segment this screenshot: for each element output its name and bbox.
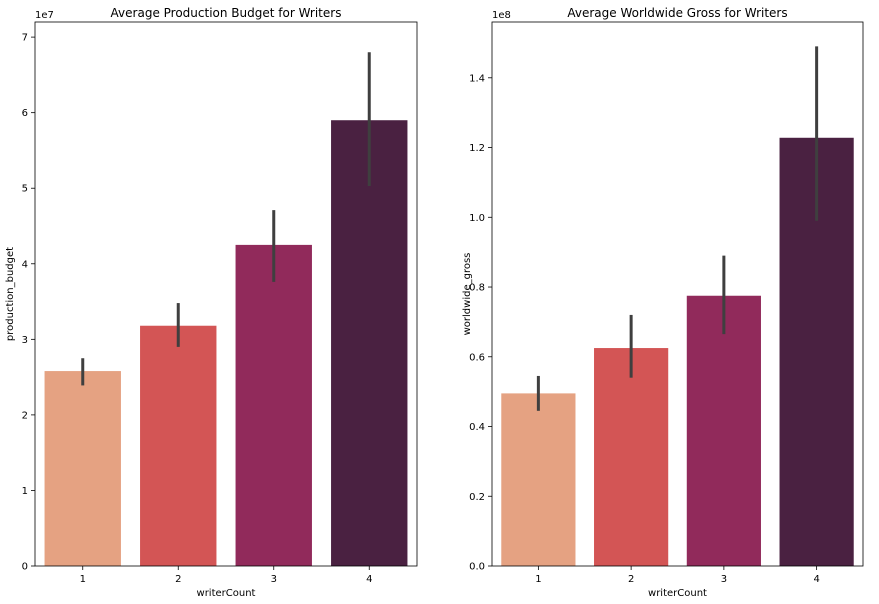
y-offset-label: 1e7 — [35, 10, 54, 21]
y-tick-label: 6 — [22, 108, 28, 119]
bar-2 — [594, 348, 669, 566]
y-axis-label: production_budget — [5, 247, 16, 341]
x-tick-label: 4 — [813, 574, 819, 585]
x-tick-label: 2 — [628, 574, 634, 585]
x-axis-label: writerCount — [648, 588, 707, 599]
plot-frame — [34, 21, 418, 567]
x-tick-label: 1 — [80, 574, 86, 585]
x-tick-label: 2 — [175, 574, 181, 585]
y-tick-label: 2 — [22, 410, 28, 421]
y-tick-label: 0.4 — [469, 422, 485, 433]
y-tick-label: 3 — [22, 335, 28, 346]
y-tick-label: 1.0 — [469, 213, 485, 224]
y-tick-label: 1.4 — [469, 73, 485, 84]
x-tick-label: 3 — [721, 574, 727, 585]
production-budget-chart: 0 1 2 3 4 5 6 7 1 2 3 4 1e7 Average Production Budget… — [5, 6, 418, 599]
bar-1 — [501, 393, 576, 566]
x-tick-label: 4 — [366, 574, 372, 585]
y-tick-label: 0 — [22, 562, 28, 573]
y-tick-label: 1.2 — [469, 143, 485, 154]
y-tick-label: 7 — [22, 33, 28, 44]
y-tick-label: 0.8 — [469, 283, 485, 294]
chart-title: Average Production Budget for Writers — [111, 6, 342, 20]
x-axis-label: writerCount — [197, 588, 256, 599]
bar-2 — [140, 325, 217, 566]
worldwide-gross-chart: 0.0 0.2 0.4 0.6 0.8 1.0 1.2 1.4 1 2 3 4 1e8 Average W… — [462, 6, 864, 599]
y-tick-label: 0.0 — [469, 562, 485, 573]
bar-4 — [331, 120, 408, 566]
y-axis-label: worldwide_gross — [462, 253, 473, 336]
bar-3 — [686, 295, 761, 566]
y-offset-label: 1e8 — [492, 10, 511, 21]
plot-frame — [491, 21, 864, 567]
chart-title: Average Worldwide Gross for Writers — [567, 6, 787, 20]
y-tick-label: 0.2 — [469, 492, 485, 503]
bar-3 — [235, 244, 312, 566]
y-tick-label: 1 — [22, 486, 28, 497]
bar-1 — [44, 371, 121, 566]
y-tick-label: 4 — [22, 259, 28, 270]
x-tick-label: 1 — [535, 574, 541, 585]
y-tick-label: 5 — [22, 184, 28, 195]
x-tick-label: 3 — [271, 574, 277, 585]
y-tick-label: 0.6 — [469, 352, 485, 363]
